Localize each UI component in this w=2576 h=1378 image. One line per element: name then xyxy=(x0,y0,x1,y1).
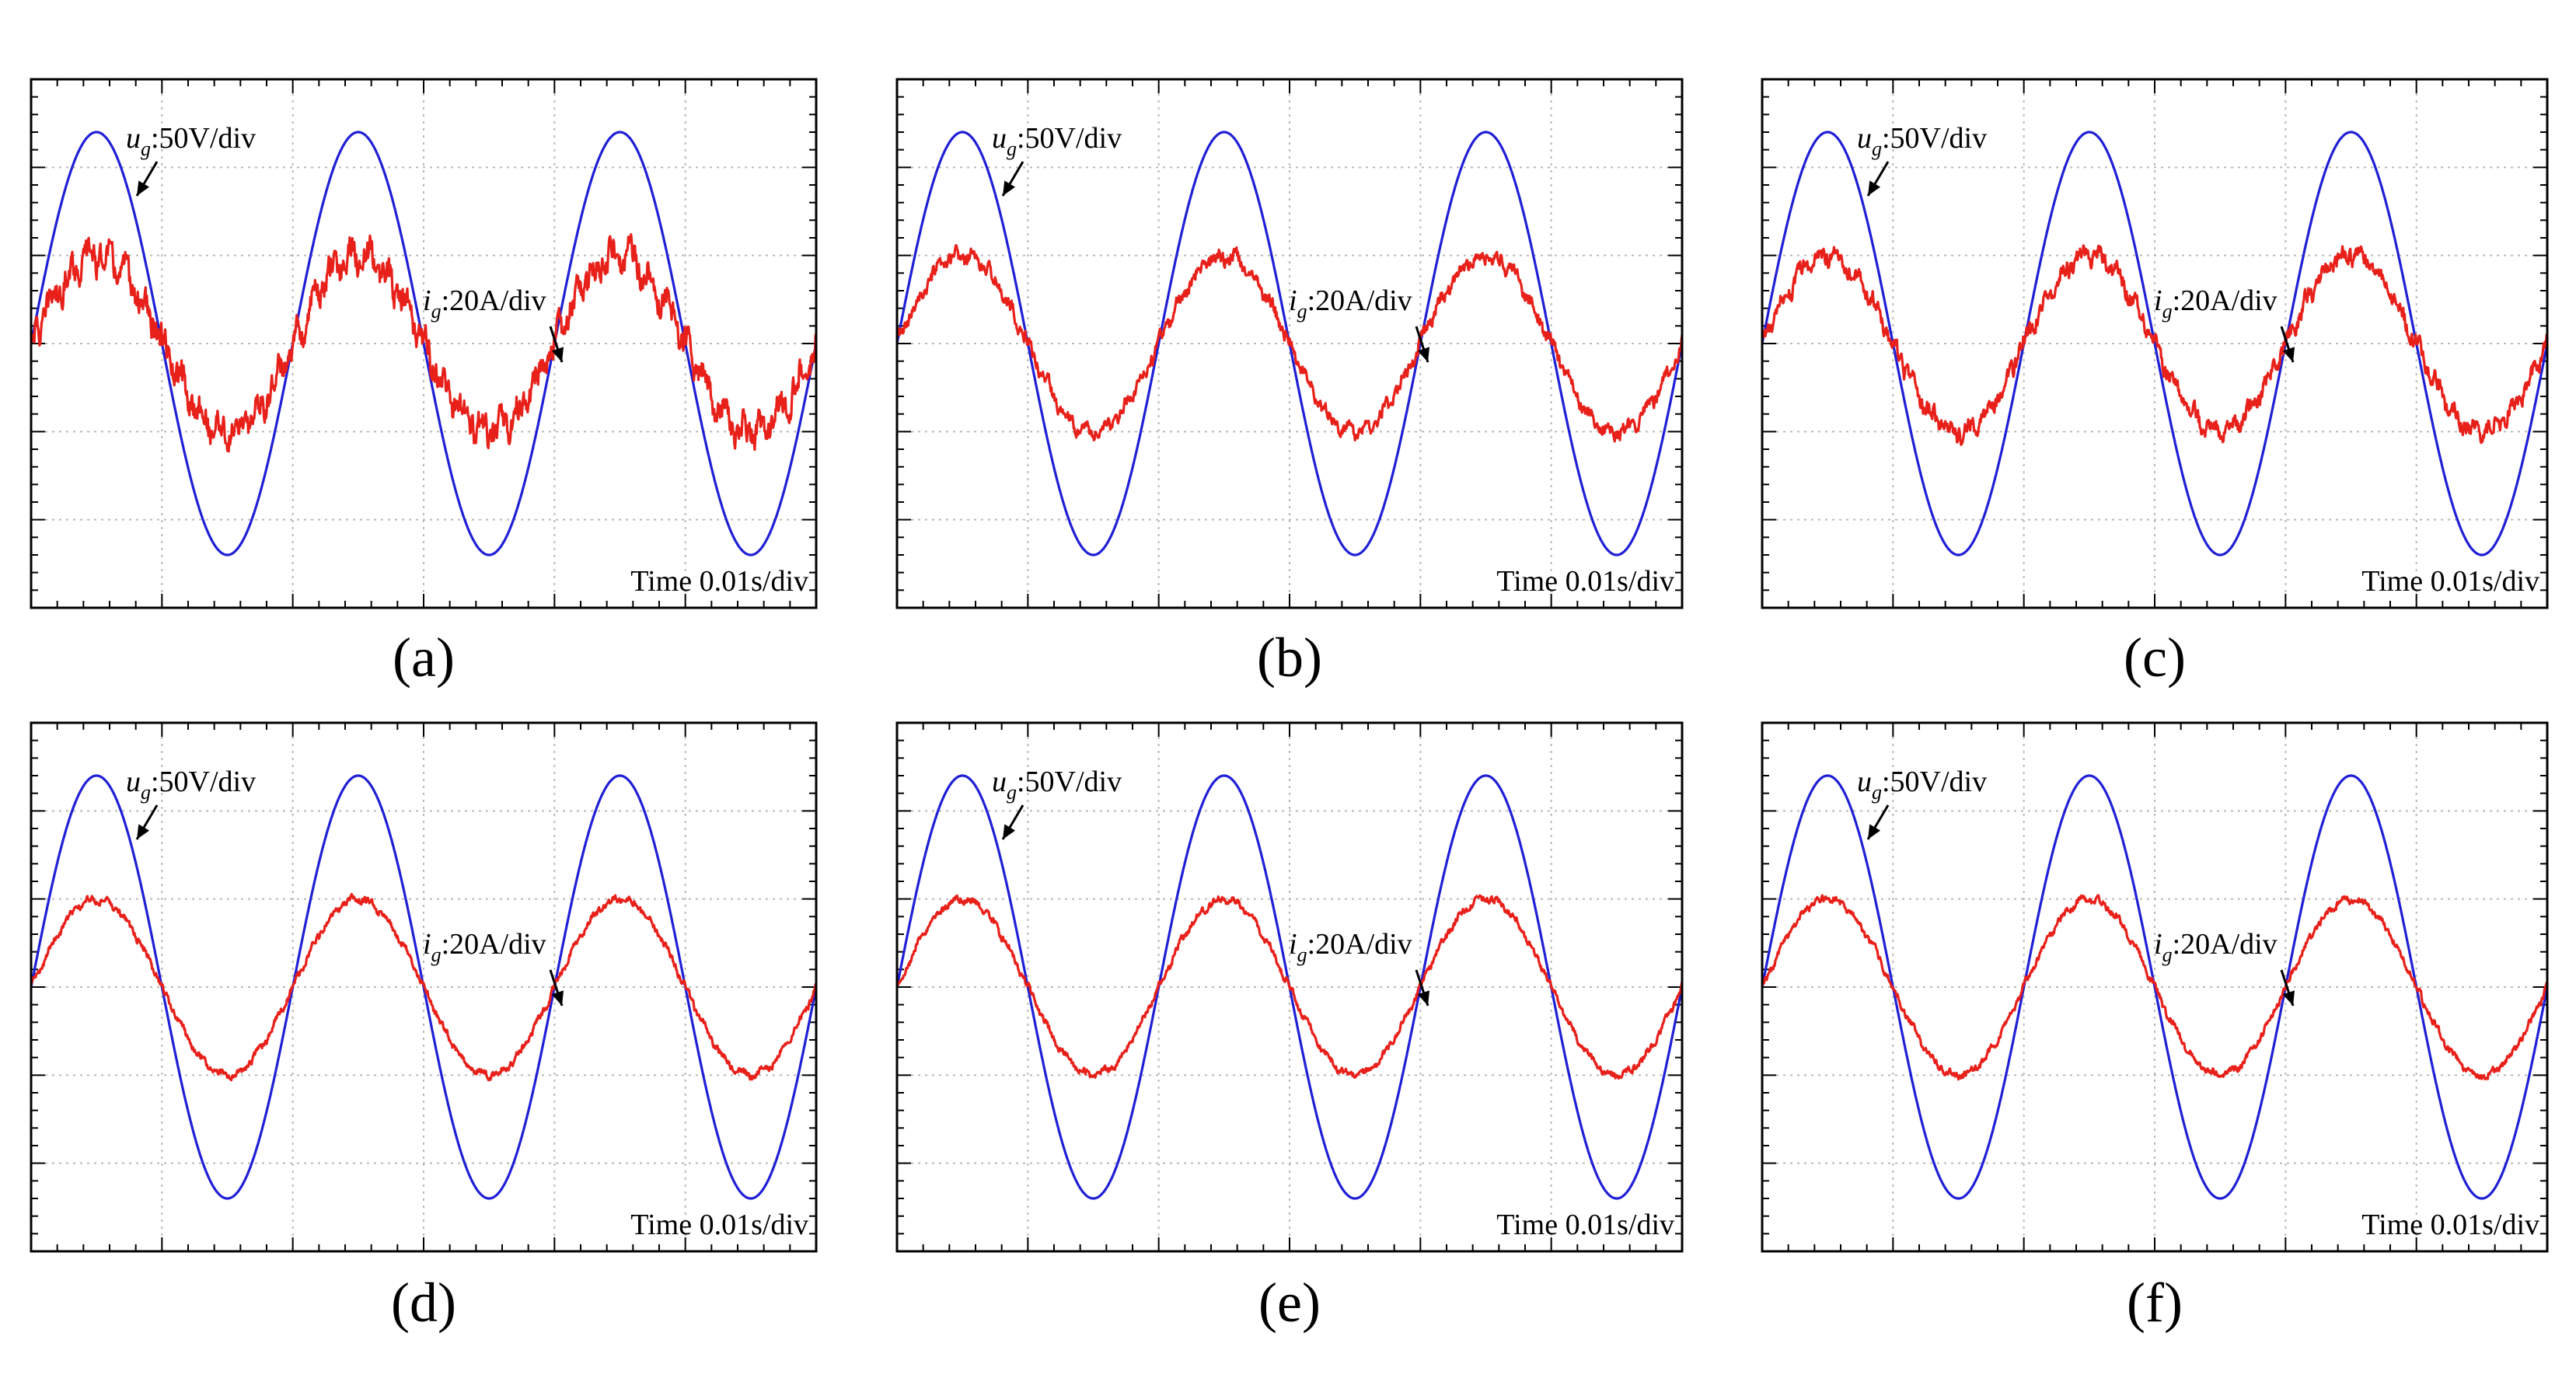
time-scale-label: Time 0.01s/div xyxy=(1496,565,1674,598)
panel-caption-a: (a) xyxy=(393,626,455,689)
voltage-scale-label-subscript: g xyxy=(1007,781,1017,804)
current-scale-label: ig:20A/div xyxy=(1289,284,1412,323)
current-scale-label-symbol: i xyxy=(1289,928,1297,961)
time-scale-label: Time 0.01s/div xyxy=(630,565,808,598)
voltage-scale-label-symbol: u xyxy=(1857,766,1872,798)
current-scale-label-subscript: g xyxy=(1297,944,1307,966)
voltage-scale-label-symbol: u xyxy=(992,122,1007,155)
current-scale-label-subscript: g xyxy=(2162,300,2173,323)
plot-frame xyxy=(1761,78,2549,609)
current-scale-label-subscript: g xyxy=(2162,944,2173,966)
current-scale-label: ig:20A/div xyxy=(1289,928,1412,966)
current-scale-label-scale: :20A/div xyxy=(1307,284,1412,317)
voltage-scale-label-subscript: g xyxy=(1007,138,1017,160)
current-arrow-arrowhead xyxy=(1417,347,1430,362)
voltage-scale-label-scale: :50V/div xyxy=(1017,766,1122,798)
current-scale-label-symbol: i xyxy=(2154,928,2162,961)
voltage-scale-label-subscript: g xyxy=(141,781,151,804)
series-trace-u_g xyxy=(1761,131,2549,556)
voltage-scale-label-symbol: u xyxy=(1857,122,1872,155)
voltage-scale-label-subscript: g xyxy=(1872,781,1882,804)
current-scale-label-symbol: i xyxy=(1289,284,1297,317)
current-arrow-arrowhead xyxy=(2282,990,2295,1006)
plot-frame xyxy=(895,721,1684,1253)
panel-caption-e: (e) xyxy=(1258,1272,1321,1334)
voltage-arrow-arrowhead xyxy=(1003,824,1016,839)
time-scale-label: Time 0.01s/div xyxy=(2361,1209,2539,1241)
voltage-scale-label-scale: :50V/div xyxy=(1017,122,1122,155)
voltage-scale-label: ug:50V/div xyxy=(126,766,256,804)
current-scale-label-scale: :20A/div xyxy=(442,928,546,961)
annotations xyxy=(1866,161,2295,363)
voltage-scale-label: ug:50V/div xyxy=(1857,122,1987,160)
series-trace-i_g xyxy=(30,892,818,1082)
annotations xyxy=(1866,804,2295,1006)
panel-caption-d: (d) xyxy=(391,1272,456,1334)
current-scale-label-subscript: g xyxy=(431,300,442,323)
plot-frame xyxy=(1761,721,2549,1253)
series-trace-i_g xyxy=(895,244,1684,443)
voltage-arrow-arrowhead xyxy=(1003,180,1016,196)
voltage-scale-label-symbol: u xyxy=(126,766,141,798)
annotations xyxy=(1001,804,1430,1006)
voltage-scale-label-subscript: g xyxy=(1872,138,1882,160)
voltage-arrow-arrowhead xyxy=(1868,180,1881,196)
panel-caption-b: (b) xyxy=(1257,626,1322,689)
voltage-scale-label-scale: :50V/div xyxy=(151,122,256,155)
current-scale-label-symbol: i xyxy=(2154,284,2162,317)
annotations xyxy=(135,804,564,1006)
voltage-scale-label: ug:50V/div xyxy=(126,122,256,160)
panel-caption-c: (c) xyxy=(2124,626,2186,689)
series-trace-i_g xyxy=(1761,894,2549,1081)
current-scale-label-subscript: g xyxy=(431,944,442,966)
plot-frame xyxy=(30,78,818,609)
current-scale-label-scale: :20A/div xyxy=(2173,928,2278,961)
time-scale-label: Time 0.01s/div xyxy=(2361,565,2539,598)
plot-frame xyxy=(895,78,1684,609)
current-scale-label-scale: :20A/div xyxy=(442,284,546,317)
series-trace-i_g xyxy=(896,894,1684,1080)
voltage-scale-label-symbol: u xyxy=(126,122,141,155)
time-scale-label: Time 0.01s/div xyxy=(1496,1209,1674,1241)
panel-caption-f: (f) xyxy=(2127,1272,2183,1334)
current-scale-label-subscript: g xyxy=(1297,300,1307,323)
time-scale-label: Time 0.01s/div xyxy=(630,1209,808,1241)
current-scale-label-symbol: i xyxy=(423,928,431,961)
series-trace-i_g xyxy=(1761,244,2549,446)
current-scale-label-scale: :20A/div xyxy=(1307,928,1412,961)
voltage-scale-label: ug:50V/div xyxy=(992,766,1122,804)
plot-frame xyxy=(30,721,818,1253)
voltage-scale-label: ug:50V/div xyxy=(992,122,1122,160)
current-scale-label: ig:20A/div xyxy=(423,284,546,323)
voltage-scale-label-scale: :50V/div xyxy=(1882,122,1987,155)
current-arrow-arrowhead xyxy=(1417,990,1430,1006)
current-scale-label: ig:20A/div xyxy=(2154,928,2278,966)
voltage-scale-label: ug:50V/div xyxy=(1857,766,1987,804)
current-scale-label: ig:20A/div xyxy=(2154,284,2278,323)
voltage-scale-label-scale: :50V/div xyxy=(1882,766,1987,798)
current-arrow-arrowhead xyxy=(2282,347,2295,362)
current-scale-label-scale: :20A/div xyxy=(2173,284,2278,317)
voltage-arrow-arrowhead xyxy=(1868,824,1881,839)
current-scale-label: ig:20A/div xyxy=(423,928,546,966)
voltage-scale-label-subscript: g xyxy=(141,138,151,160)
voltage-scale-label-scale: :50V/div xyxy=(151,766,256,798)
current-arrow-arrowhead xyxy=(551,347,564,362)
series-trace-i_g xyxy=(30,232,818,453)
voltage-arrow-arrowhead xyxy=(137,180,150,196)
voltage-scale-label-symbol: u xyxy=(992,766,1007,798)
annotations xyxy=(1001,161,1430,363)
series-trace-u_g xyxy=(30,131,818,556)
annotations xyxy=(135,161,564,363)
current-scale-label-symbol: i xyxy=(423,284,431,317)
voltage-arrow-arrowhead xyxy=(137,824,150,839)
current-arrow-arrowhead xyxy=(551,990,564,1006)
